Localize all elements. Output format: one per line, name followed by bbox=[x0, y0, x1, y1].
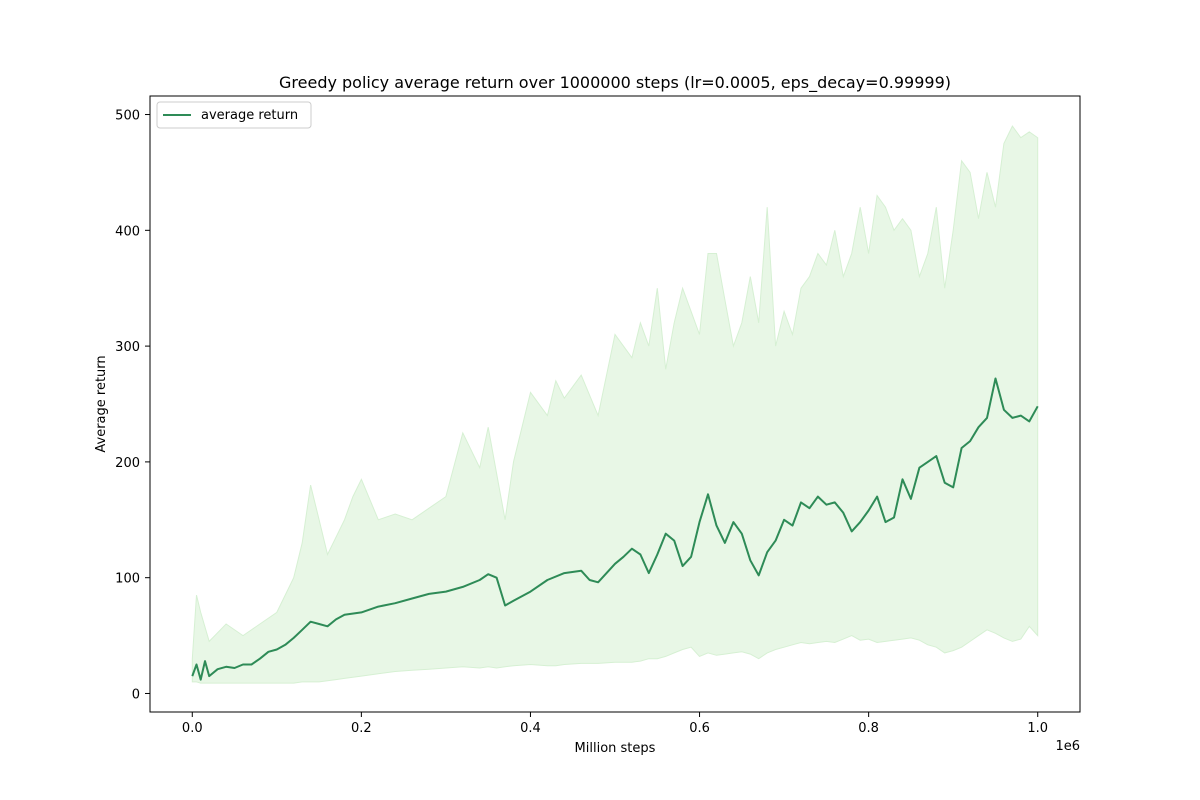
x-tick-label: 0.2 bbox=[351, 721, 372, 736]
x-tick-label: 0.0 bbox=[182, 721, 203, 736]
chart-title: Greedy policy average return over 100000… bbox=[279, 73, 951, 93]
y-tick-label: 300 bbox=[115, 340, 140, 355]
y-tick-label: 0 bbox=[132, 687, 140, 702]
legend-label: average return bbox=[201, 108, 298, 123]
x-tick-label: 0.6 bbox=[689, 721, 710, 736]
line-layer bbox=[191, 377, 1039, 681]
y-axis-ticks: 0 100 200 300 400 500 bbox=[115, 109, 150, 702]
legend-box bbox=[156, 101, 312, 129]
y-axis-label: Average return bbox=[94, 355, 109, 452]
y-tick-label: 200 bbox=[115, 456, 140, 471]
x-axis-ticks: 0.0 0.2 0.4 0.6 0.8 1.0 bbox=[182, 712, 1048, 736]
y-tick-label: 100 bbox=[115, 572, 140, 587]
band-layer bbox=[191, 125, 1039, 684]
x-tick-label: 0.8 bbox=[858, 721, 879, 736]
series-line-0 bbox=[191, 377, 1039, 681]
y-tick-label: 400 bbox=[115, 224, 140, 239]
x-axis-offset-label: 1e6 bbox=[1055, 739, 1080, 754]
x-tick-label: 0.4 bbox=[520, 721, 541, 736]
legend: average return bbox=[156, 101, 312, 129]
y-tick-label: 500 bbox=[115, 109, 140, 124]
axes-frame bbox=[149, 95, 1081, 713]
plot-area bbox=[191, 125, 1039, 684]
x-tick-label: 1.0 bbox=[1027, 721, 1048, 736]
band-area bbox=[191, 125, 1039, 684]
x-axis-label: Million steps bbox=[575, 741, 656, 756]
